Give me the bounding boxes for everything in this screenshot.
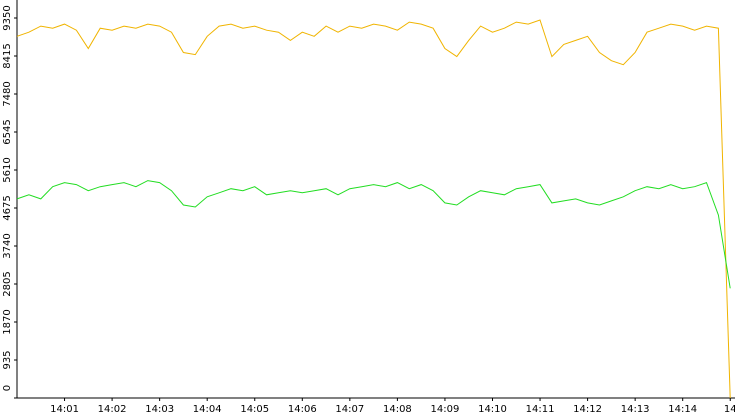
x-tick-label: 14:01 <box>50 404 79 415</box>
x-tick-label: 14:05 <box>240 404 269 415</box>
data-line <box>16 180 731 289</box>
y-tick-label: 3740 <box>2 233 13 258</box>
y-tick-label: 1870 <box>2 309 13 334</box>
data-line <box>16 19 731 399</box>
x-tick-label: 14:07 <box>335 404 364 415</box>
y-tick-label: 7480 <box>2 81 13 106</box>
x-tick-label: 14:13 <box>621 404 650 415</box>
x-tick-label: 14:09 <box>431 404 460 415</box>
y-tick-label: 5610 <box>2 157 13 182</box>
x-tick-label: 14:06 <box>288 404 317 415</box>
x-tick-label: 14:08 <box>383 404 412 415</box>
y-tick-label: 6545 <box>2 119 13 144</box>
y-tick-label: 2805 <box>2 271 13 296</box>
x-tick-label: 14:03 <box>145 404 174 415</box>
x-tick-label: 14:14 <box>668 404 697 415</box>
y-tick-label: 4675 <box>2 195 13 220</box>
y-tick-label: 0 <box>2 385 13 391</box>
x-tick-label: 14:04 <box>193 404 222 415</box>
x-tick-label: 14:02 <box>98 404 127 415</box>
x-tick-label: 14:12 <box>573 404 602 415</box>
x-tick-label: 14:10 <box>478 404 507 415</box>
x-tick-label: 14:11 <box>526 404 555 415</box>
x-tick-label: 14 <box>724 404 735 415</box>
y-tick-label: 8415 <box>2 43 13 68</box>
y-tick-label: 935 <box>2 350 13 369</box>
y-tick-label: 9350 <box>2 5 13 30</box>
